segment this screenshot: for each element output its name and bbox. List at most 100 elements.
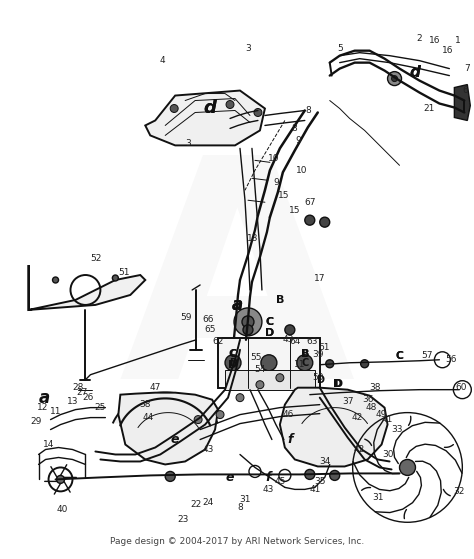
Text: 24: 24 (202, 498, 214, 507)
Text: 2: 2 (417, 34, 422, 43)
Circle shape (242, 316, 254, 328)
Circle shape (194, 415, 202, 424)
Text: 22: 22 (191, 500, 202, 509)
Circle shape (285, 325, 295, 335)
Text: 64: 64 (289, 337, 301, 347)
Polygon shape (113, 392, 218, 423)
Text: 67: 67 (304, 198, 316, 207)
Text: 50: 50 (312, 373, 324, 382)
Text: d: d (204, 98, 217, 116)
Text: D: D (265, 328, 274, 338)
Circle shape (305, 215, 315, 225)
Text: 41: 41 (382, 415, 393, 424)
Text: 61: 61 (318, 343, 329, 352)
Text: C: C (396, 351, 403, 361)
Text: Page design © 2004-2017 by ARI Network Services, Inc.: Page design © 2004-2017 by ARI Network S… (110, 537, 364, 546)
Text: 57: 57 (422, 351, 433, 361)
Text: D: D (228, 360, 237, 369)
Text: 6: 6 (463, 86, 468, 95)
Polygon shape (225, 369, 315, 390)
Text: 33: 33 (392, 425, 403, 434)
Circle shape (170, 105, 178, 112)
Circle shape (225, 355, 241, 371)
Circle shape (361, 360, 369, 368)
Circle shape (400, 459, 416, 475)
Text: 17: 17 (314, 273, 326, 282)
Text: 42: 42 (354, 445, 365, 454)
Circle shape (326, 360, 334, 368)
Circle shape (256, 381, 264, 389)
Text: 8: 8 (291, 124, 297, 133)
Polygon shape (145, 91, 265, 145)
Text: a: a (231, 296, 243, 314)
Text: C: C (229, 349, 237, 359)
Text: 65: 65 (204, 325, 216, 334)
Text: 32: 32 (454, 487, 465, 496)
Text: 63: 63 (306, 337, 318, 347)
Text: 30: 30 (382, 450, 393, 459)
Text: d: d (409, 65, 420, 80)
Text: e: e (171, 433, 180, 446)
Circle shape (320, 217, 330, 227)
Text: 25: 25 (95, 403, 106, 412)
Text: 28: 28 (73, 383, 84, 392)
Text: 16: 16 (442, 46, 453, 55)
Text: 3: 3 (245, 44, 251, 53)
Circle shape (243, 325, 253, 335)
Text: 29: 29 (30, 417, 41, 426)
Text: 43: 43 (262, 485, 273, 494)
Text: 36: 36 (362, 395, 374, 404)
Circle shape (305, 470, 315, 480)
Text: 54: 54 (254, 365, 265, 374)
Circle shape (234, 308, 262, 336)
Text: d: d (409, 65, 420, 80)
Text: 13: 13 (67, 397, 78, 406)
Text: 62: 62 (212, 337, 224, 347)
Circle shape (388, 72, 401, 86)
Text: 43: 43 (282, 335, 293, 344)
Text: 66: 66 (202, 315, 214, 324)
Text: 8: 8 (305, 106, 310, 115)
Text: 3: 3 (185, 139, 191, 148)
Text: 38: 38 (369, 383, 380, 392)
Circle shape (165, 471, 175, 481)
Polygon shape (28, 265, 145, 310)
Text: e: e (226, 471, 234, 484)
Text: 26: 26 (83, 393, 94, 402)
Circle shape (334, 390, 342, 397)
Circle shape (56, 475, 64, 484)
Polygon shape (218, 338, 320, 388)
Text: D: D (229, 358, 237, 368)
Polygon shape (280, 388, 388, 466)
Text: 40: 40 (57, 505, 68, 514)
Text: C: C (266, 317, 274, 327)
Text: 31: 31 (372, 493, 383, 502)
Text: 14: 14 (43, 440, 54, 449)
Circle shape (226, 101, 234, 108)
Circle shape (236, 394, 244, 401)
Text: D: D (334, 378, 342, 389)
Text: a: a (231, 296, 243, 314)
Text: D: D (316, 375, 324, 385)
Text: 7: 7 (465, 64, 470, 73)
Text: 41: 41 (309, 485, 320, 494)
Text: C: C (301, 358, 309, 368)
Text: 11: 11 (294, 360, 306, 369)
Text: 27: 27 (77, 388, 88, 397)
Text: 21: 21 (424, 104, 435, 113)
Text: 1: 1 (455, 36, 460, 45)
Circle shape (297, 355, 313, 371)
Text: C: C (266, 317, 274, 327)
Text: 59: 59 (181, 314, 192, 323)
Text: 10: 10 (296, 166, 308, 175)
Text: 43: 43 (202, 445, 214, 454)
Text: 49: 49 (376, 410, 387, 419)
Text: f: f (287, 433, 292, 446)
Text: 23: 23 (177, 515, 189, 524)
Circle shape (53, 277, 58, 283)
Circle shape (276, 374, 284, 382)
Text: 31: 31 (239, 495, 251, 504)
Circle shape (330, 471, 340, 480)
Text: 9: 9 (273, 178, 279, 187)
Text: 42: 42 (352, 413, 363, 422)
